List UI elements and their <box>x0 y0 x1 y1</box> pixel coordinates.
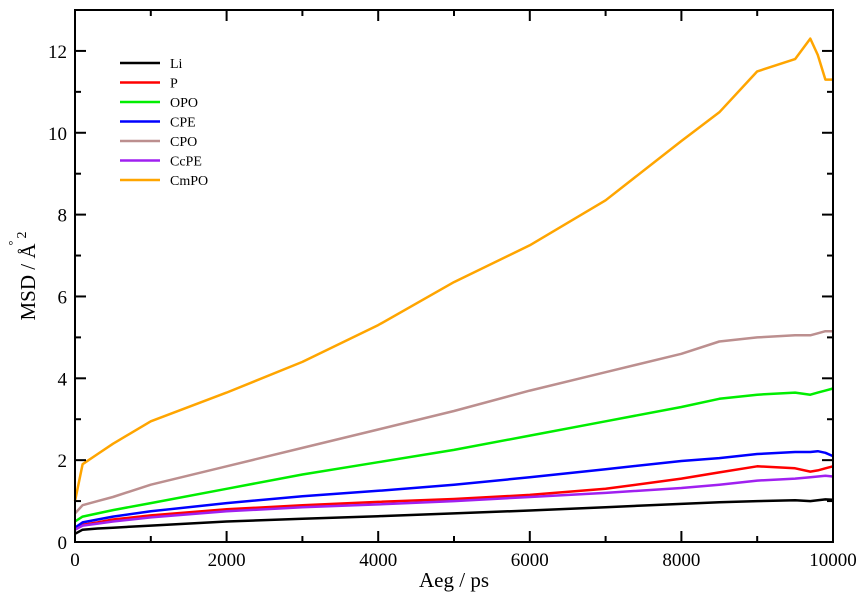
series-line-cpo <box>74 329 833 515</box>
y-axis-label-ring: ° <box>5 240 20 245</box>
y-tick-label: 8 <box>58 206 68 227</box>
y-axis-label: MSD / Å 2 ° <box>5 231 40 320</box>
ticks-layer: 0 2000 4000 6000 8000 10000 0 2 4 6 8 10 12 <box>48 9 857 571</box>
series-line-cmpo <box>73 37 833 502</box>
series-line-ccpe <box>74 474 834 531</box>
y-tick-label: 4 <box>58 369 68 390</box>
legend-label-li: Li <box>170 57 183 72</box>
series-line-li <box>74 498 834 535</box>
legend-label-ccpe: CcPE <box>170 155 202 170</box>
x-tick-label: 10000 <box>809 550 857 571</box>
y-axis-label-unit: Å <box>16 243 40 259</box>
series-layer <box>73 37 834 535</box>
svg-text:MSD / Å2: MSD / Å 2 <box>15 231 40 320</box>
legend-label-cpe: CPE <box>170 116 196 131</box>
legend-label-p: P <box>170 77 178 92</box>
y-tick-label: 0 <box>58 533 68 554</box>
series-line-opo <box>74 387 834 523</box>
series-line-p <box>74 465 834 531</box>
x-axis-label: Aeg / ps <box>419 568 489 592</box>
plot-frame <box>74 9 834 543</box>
series-line-cpe <box>74 449 834 529</box>
y-tick-label: 12 <box>48 42 67 63</box>
x-tick-label: 8000 <box>662 550 700 571</box>
y-tick-label: 10 <box>48 124 67 145</box>
x-tick-label: 6000 <box>511 550 549 571</box>
legend-label-cpo: CPO <box>170 135 197 150</box>
x-tick-label: 0 <box>70 550 80 571</box>
legend-label-opo: OPO <box>170 96 198 111</box>
y-tick-label: 6 <box>58 287 68 308</box>
y-tick-label: 2 <box>58 451 68 472</box>
legend: Li P OPO CPE CPO CcPE CmPO <box>120 57 208 189</box>
y-axis-label-exponent: 2 <box>15 231 30 238</box>
legend-label-cmpo: CmPO <box>170 174 208 189</box>
x-tick-label: 2000 <box>208 550 246 571</box>
x-tick-label: 4000 <box>359 550 397 571</box>
y-axis-label-main: MSD / <box>16 259 40 321</box>
